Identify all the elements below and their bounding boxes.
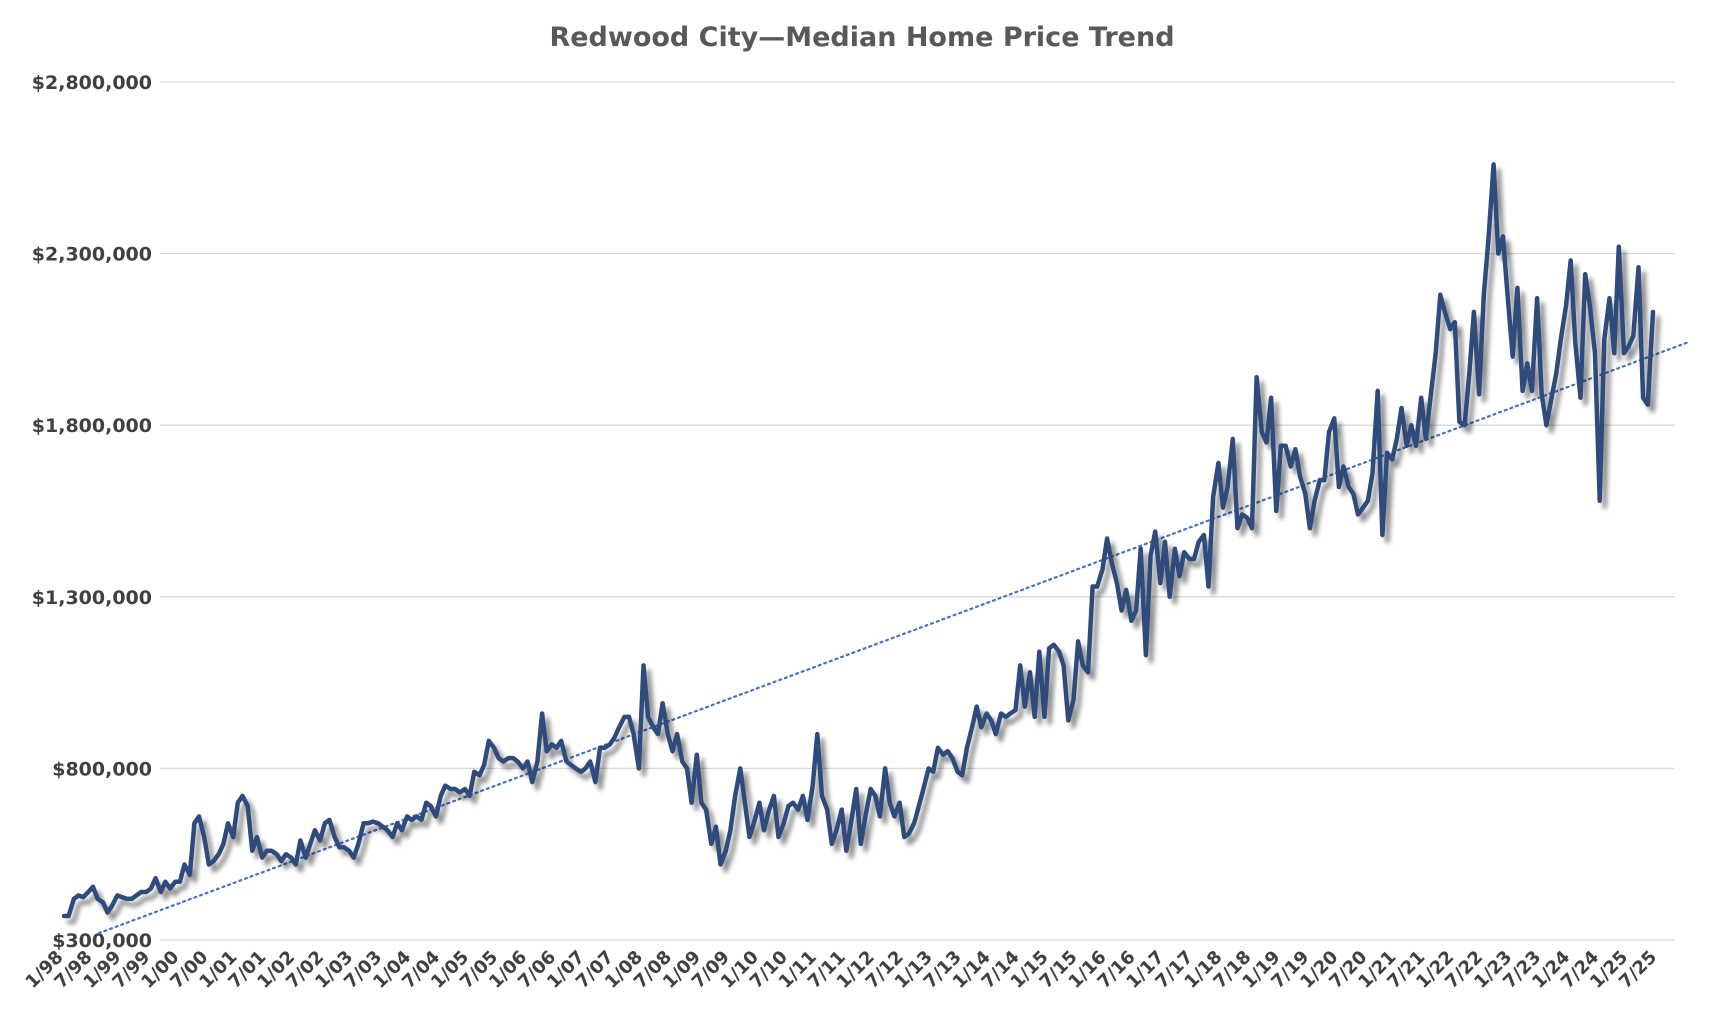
x-axis-ticks: 1/987/981/997/991/007/001/017/011/027/02… xyxy=(21,947,1661,993)
series-layer xyxy=(61,162,1656,919)
y-tick-label: $1,800,000 xyxy=(32,415,152,437)
y-tick-label: $2,300,000 xyxy=(32,244,152,266)
chart-title: Redwood City—Median Home Price Trend xyxy=(549,22,1174,53)
y-axis-ticks: $300,000 $800,000 $1,300,000 $1,800,000 $2,3… xyxy=(32,72,152,952)
trendline xyxy=(97,341,1688,935)
trendline-layer xyxy=(97,341,1688,935)
y-tick-label: $800,000 xyxy=(52,758,152,780)
y-tick-label: $1,300,000 xyxy=(32,587,152,609)
y-tick-label: $300,000 xyxy=(52,930,152,952)
grid-layer xyxy=(160,81,1675,941)
series-line xyxy=(61,162,1656,919)
y-tick-label: $2,800,000 xyxy=(32,72,152,94)
